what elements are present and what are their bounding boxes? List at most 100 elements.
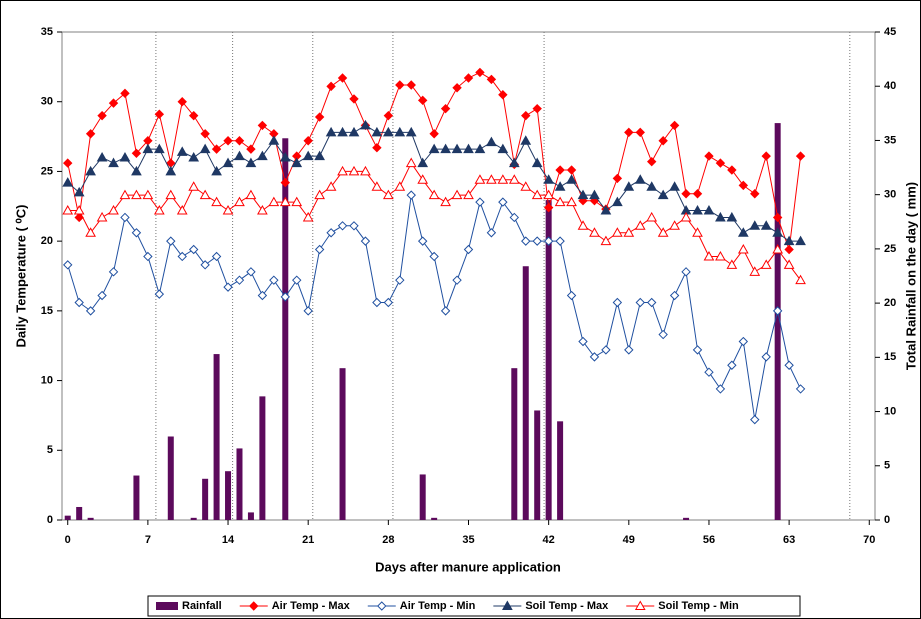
point	[428, 143, 440, 154]
point	[783, 259, 795, 269]
point	[383, 110, 394, 121]
point	[635, 127, 645, 138]
point	[166, 236, 176, 246]
y-tick-label: 20	[41, 235, 53, 247]
point	[692, 345, 703, 355]
legend-marker	[501, 600, 513, 610]
point	[531, 189, 543, 200]
point	[737, 227, 749, 237]
point	[566, 196, 577, 207]
point	[727, 360, 737, 370]
point	[108, 267, 119, 277]
plot-area	[61, 31, 876, 521]
point	[153, 204, 165, 215]
point	[463, 244, 474, 255]
point	[234, 150, 245, 161]
y2-tick-label: 30	[884, 189, 896, 201]
point	[554, 196, 566, 207]
point	[314, 150, 325, 161]
point	[280, 177, 290, 188]
point	[783, 235, 795, 246]
point	[589, 227, 600, 237]
point	[223, 282, 233, 292]
point	[463, 189, 474, 200]
point	[406, 190, 416, 200]
x-tick-label: 0	[65, 534, 71, 546]
legend-text: Soil Temp - Max	[525, 600, 609, 612]
bar	[339, 368, 346, 520]
point	[269, 275, 279, 285]
point	[532, 103, 542, 114]
x-tick-label: 35	[462, 534, 474, 546]
y2-tick-label: 20	[884, 297, 896, 309]
bar	[76, 506, 83, 520]
legend-box	[147, 595, 801, 617]
point	[131, 228, 142, 238]
point	[750, 189, 760, 199]
point	[131, 189, 142, 200]
x-tick-label: 63	[783, 534, 795, 546]
y2-tick-label: 45	[884, 26, 896, 38]
point	[498, 90, 508, 100]
point	[680, 211, 692, 222]
point	[634, 220, 646, 230]
point	[234, 136, 245, 146]
bar	[522, 266, 529, 520]
point	[280, 292, 290, 302]
point	[177, 251, 187, 262]
point	[405, 126, 417, 137]
point	[85, 129, 96, 139]
point	[647, 297, 657, 308]
point	[303, 306, 313, 316]
point	[372, 297, 382, 308]
point	[199, 189, 211, 200]
point	[279, 151, 291, 162]
point	[245, 189, 257, 200]
point	[750, 414, 760, 425]
point	[520, 181, 532, 191]
point	[257, 150, 268, 161]
point	[452, 275, 462, 285]
point	[543, 236, 554, 246]
point	[440, 306, 451, 316]
point	[749, 266, 761, 276]
point	[85, 165, 96, 176]
point	[222, 204, 234, 215]
point	[681, 189, 691, 199]
point	[703, 250, 715, 261]
point	[417, 236, 428, 246]
point	[543, 189, 555, 200]
bar	[202, 478, 209, 520]
point	[279, 196, 291, 207]
point	[715, 384, 726, 394]
legend-item: Soil Temp - Max	[493, 600, 609, 612]
point	[589, 189, 600, 200]
point	[302, 211, 314, 222]
bar	[774, 123, 781, 521]
x-tick-label: 56	[703, 534, 715, 546]
point	[314, 244, 325, 255]
bar	[64, 515, 71, 520]
point	[726, 211, 738, 222]
y-axis-title: Daily Temperature ( ⁰C)	[13, 205, 28, 348]
point	[200, 129, 210, 139]
point	[246, 144, 256, 154]
point	[772, 243, 784, 254]
y-tick-label: 5	[47, 444, 53, 456]
bar	[247, 512, 254, 520]
point	[555, 236, 565, 246]
point	[268, 196, 280, 207]
point	[303, 136, 313, 146]
point	[623, 227, 635, 237]
point	[440, 143, 451, 154]
point	[784, 244, 794, 255]
point	[337, 221, 348, 231]
point	[727, 165, 737, 175]
point	[405, 157, 417, 168]
bar	[534, 410, 541, 520]
point	[589, 352, 600, 362]
point	[314, 112, 325, 122]
point	[451, 143, 463, 154]
point	[97, 110, 107, 121]
point	[784, 360, 794, 370]
